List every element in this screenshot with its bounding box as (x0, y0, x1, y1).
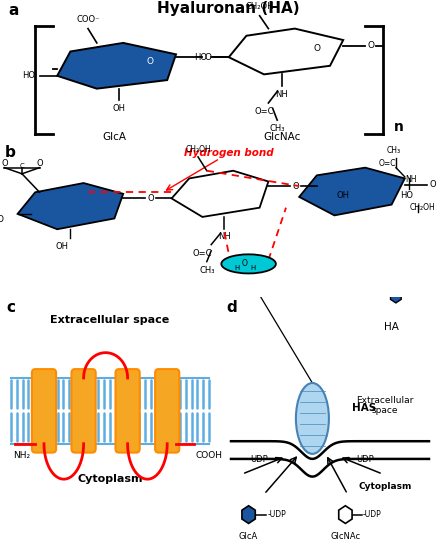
Text: NH: NH (275, 90, 288, 99)
Polygon shape (256, 262, 267, 277)
Circle shape (221, 254, 276, 273)
Polygon shape (266, 249, 276, 263)
Text: GlcA: GlcA (239, 532, 258, 541)
Polygon shape (377, 257, 387, 271)
Text: a: a (9, 3, 19, 18)
Text: HO: HO (400, 191, 414, 200)
Text: -UDP: -UDP (363, 510, 382, 519)
Text: Cytoplasm: Cytoplasm (358, 482, 412, 491)
Text: O: O (293, 182, 299, 191)
Text: O: O (313, 44, 320, 53)
FancyBboxPatch shape (115, 369, 139, 453)
Text: O: O (146, 57, 153, 66)
Text: O: O (147, 194, 154, 203)
Text: n: n (394, 120, 403, 134)
Text: O: O (367, 41, 374, 50)
Text: NH: NH (405, 175, 416, 184)
Text: CH₃: CH₃ (387, 146, 401, 155)
Text: COO⁻: COO⁻ (76, 15, 100, 24)
Text: Hyaluronan (HA): Hyaluronan (HA) (158, 2, 300, 16)
Text: O: O (241, 258, 247, 268)
Polygon shape (242, 506, 255, 524)
Polygon shape (338, 227, 349, 241)
Text: CH₂OH: CH₂OH (410, 203, 435, 212)
Text: Extracellular space: Extracellular space (50, 315, 170, 324)
Text: OH: OH (112, 104, 125, 113)
Text: H: H (250, 265, 256, 271)
Polygon shape (229, 29, 343, 74)
FancyBboxPatch shape (32, 369, 56, 453)
Text: HAS: HAS (352, 403, 376, 413)
Polygon shape (391, 289, 401, 303)
Text: d: d (227, 300, 237, 315)
Polygon shape (385, 272, 396, 286)
Text: O=C: O=C (193, 249, 212, 258)
Text: GlcNAc: GlcNAc (263, 131, 300, 141)
Ellipse shape (296, 383, 329, 454)
Polygon shape (353, 234, 363, 248)
Text: Extracellular
space: Extracellular space (356, 396, 414, 415)
Polygon shape (299, 168, 405, 216)
Text: OH: OH (337, 191, 350, 200)
Text: CH₂OH: CH₂OH (185, 145, 211, 154)
Text: GlcNAc: GlcNAc (330, 532, 360, 541)
Text: CH₃: CH₃ (199, 266, 215, 275)
Text: Hydrogen bond: Hydrogen bond (184, 147, 274, 158)
Text: C: C (20, 163, 24, 169)
Text: UDP: UDP (356, 455, 374, 464)
Text: UDP: UDP (251, 455, 268, 464)
Polygon shape (249, 278, 259, 293)
Text: b: b (4, 145, 15, 160)
Text: -UDP: -UDP (268, 510, 286, 519)
Text: H: H (234, 265, 239, 271)
Text: CH₃: CH₃ (269, 124, 285, 134)
Polygon shape (292, 229, 303, 244)
FancyBboxPatch shape (72, 369, 96, 453)
Text: O: O (36, 158, 43, 168)
Text: O=C: O=C (378, 158, 396, 168)
Text: O=C: O=C (254, 107, 274, 116)
Text: c: c (7, 300, 15, 315)
Text: O: O (205, 53, 212, 62)
Text: NH: NH (218, 232, 231, 241)
Polygon shape (366, 244, 376, 258)
Text: HO: HO (194, 53, 207, 62)
Polygon shape (278, 238, 289, 252)
Text: OH: OH (55, 241, 68, 251)
Text: O: O (1, 158, 8, 168)
Text: O: O (429, 180, 436, 189)
FancyBboxPatch shape (155, 369, 180, 453)
Text: CH₂OH: CH₂OH (246, 2, 274, 12)
Text: HO: HO (22, 72, 35, 80)
Polygon shape (172, 170, 268, 217)
Text: HA: HA (384, 322, 399, 332)
Polygon shape (307, 225, 318, 239)
Text: GlcA: GlcA (103, 131, 126, 141)
Text: HO: HO (0, 216, 4, 224)
Polygon shape (323, 224, 334, 239)
Polygon shape (339, 506, 352, 524)
Polygon shape (18, 183, 123, 229)
Text: NH₂: NH₂ (13, 452, 30, 460)
Text: COOH: COOH (196, 452, 223, 460)
Text: Cytoplasm: Cytoplasm (77, 474, 143, 484)
Polygon shape (57, 43, 176, 89)
